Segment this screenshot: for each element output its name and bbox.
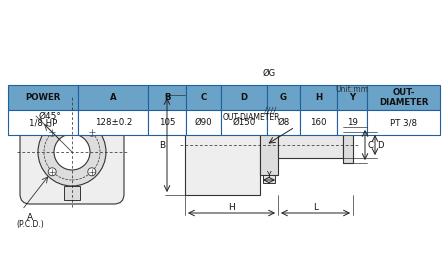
Bar xyxy=(367,85,440,110)
Bar xyxy=(260,115,278,175)
Bar xyxy=(186,110,221,135)
Text: 19: 19 xyxy=(347,118,358,127)
Text: Ø8: Ø8 xyxy=(277,118,289,127)
Text: H: H xyxy=(315,93,322,102)
Text: 128±0.2: 128±0.2 xyxy=(95,118,132,127)
Bar xyxy=(148,110,186,135)
Bar xyxy=(300,85,337,110)
Text: Ø45°: Ø45° xyxy=(39,112,61,120)
Text: OUT-DIAMETER: OUT-DIAMETER xyxy=(223,113,280,122)
Text: Unit:mm: Unit:mm xyxy=(335,86,368,94)
Text: D: D xyxy=(377,140,383,150)
Text: G: G xyxy=(280,93,287,102)
Text: Ø150: Ø150 xyxy=(233,118,256,127)
Bar xyxy=(221,110,267,135)
Bar xyxy=(245,85,255,95)
Text: 1/8 HP: 1/8 HP xyxy=(29,118,57,127)
Text: Ø90: Ø90 xyxy=(195,118,212,127)
Text: ØG: ØG xyxy=(263,69,276,77)
Bar xyxy=(186,85,221,110)
Text: A: A xyxy=(110,93,116,102)
Text: C: C xyxy=(201,93,207,102)
Bar xyxy=(78,85,148,110)
Text: L: L xyxy=(313,204,318,212)
Bar xyxy=(337,85,367,110)
Bar xyxy=(64,186,80,200)
Bar xyxy=(8,85,78,110)
Text: Y: Y xyxy=(267,170,271,180)
Circle shape xyxy=(88,168,96,176)
Bar xyxy=(190,85,200,95)
Bar xyxy=(221,85,267,110)
Bar xyxy=(300,110,337,135)
Text: 160: 160 xyxy=(310,118,327,127)
Bar xyxy=(148,85,186,110)
Bar xyxy=(267,110,300,135)
Bar xyxy=(278,132,343,158)
Text: B: B xyxy=(164,93,171,102)
Bar xyxy=(78,110,148,135)
Text: POWER: POWER xyxy=(26,93,61,102)
Bar xyxy=(367,110,440,135)
Text: (P.C.D.): (P.C.D.) xyxy=(16,221,44,229)
Bar xyxy=(337,110,367,135)
Circle shape xyxy=(48,128,56,136)
Bar xyxy=(263,175,275,183)
Text: PT 3/8: PT 3/8 xyxy=(390,118,417,127)
Bar xyxy=(8,110,78,135)
FancyBboxPatch shape xyxy=(20,100,124,204)
Text: B: B xyxy=(159,140,165,150)
Bar xyxy=(267,85,300,110)
Text: Y: Y xyxy=(349,93,355,102)
Circle shape xyxy=(48,168,56,176)
Bar xyxy=(343,127,353,163)
Circle shape xyxy=(38,118,106,186)
Text: H: H xyxy=(228,204,235,212)
Bar xyxy=(185,95,260,195)
Text: 105: 105 xyxy=(159,118,176,127)
Circle shape xyxy=(54,134,90,170)
Text: A: A xyxy=(27,212,33,221)
Text: OUT-
DIAMETER: OUT- DIAMETER xyxy=(379,88,428,107)
Text: C: C xyxy=(367,140,373,150)
Text: D: D xyxy=(241,93,248,102)
Bar xyxy=(64,104,80,118)
Circle shape xyxy=(88,128,96,136)
